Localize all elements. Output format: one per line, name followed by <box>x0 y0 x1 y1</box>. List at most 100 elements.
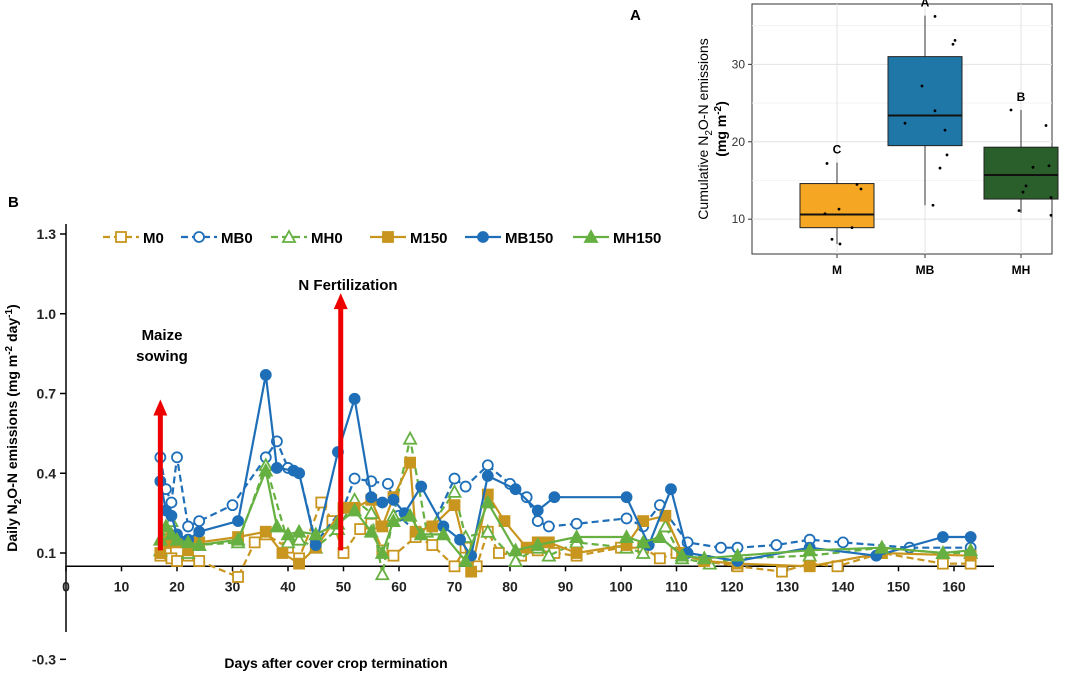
marker-mb0 <box>182 520 195 533</box>
marker-m150 <box>570 547 583 559</box>
marker-mh150 <box>583 229 599 243</box>
marker-mb0 <box>770 539 783 551</box>
boxplot-panel-a: 10 20 30 M MB MH C A B Cumulative N2O-N emissions… <box>695 0 1059 277</box>
y-tick-label: 20 <box>732 135 746 149</box>
marker-mh0 <box>657 518 673 533</box>
arrow-head-nfert <box>333 293 348 310</box>
marker-mh150 <box>347 502 363 517</box>
jitter-point <box>1024 184 1028 188</box>
jitter-point <box>951 42 955 46</box>
x-tick-label: 10 <box>114 578 130 594</box>
marker-mh0 <box>508 553 524 567</box>
marker-m0 <box>337 547 350 559</box>
marker-mh150 <box>291 523 307 538</box>
marker-mh150 <box>269 518 285 533</box>
marker-m150 <box>404 456 417 469</box>
marker-mb0 <box>620 512 633 525</box>
y-tick-label: 0.1 <box>37 545 57 561</box>
marker-m0 <box>232 571 244 583</box>
marker-m150 <box>465 565 478 578</box>
y-tick-label: 0.4 <box>37 465 57 481</box>
x-tick-label: 130 <box>776 578 800 594</box>
marker-m0 <box>354 523 367 535</box>
marker-m0 <box>492 547 505 559</box>
jitter-point <box>933 14 937 18</box>
jitter-point <box>933 109 937 113</box>
x-tick-label: 140 <box>831 578 855 594</box>
annotation-nfert: N Fertilization <box>298 277 397 294</box>
marker-mb0 <box>348 472 361 485</box>
jitter-point <box>931 203 935 207</box>
series-mb150 <box>154 368 977 567</box>
marker-mb0 <box>448 472 461 485</box>
marker-mh150 <box>180 534 196 549</box>
y-tick-label: 1.3 <box>37 226 57 242</box>
y-tick-label: 30 <box>732 57 746 71</box>
marker-mh0 <box>402 430 418 445</box>
jitter-point <box>1021 190 1025 194</box>
jitter-point <box>823 212 827 216</box>
marker-mb150 <box>937 531 949 543</box>
marker-mh150 <box>308 526 324 541</box>
jitter-point <box>838 242 842 246</box>
marker-mb0 <box>715 541 727 554</box>
marker-m0 <box>448 560 461 573</box>
marker-mb150 <box>376 496 389 509</box>
marker-mh0 <box>635 545 651 559</box>
y-tick-label: 1.0 <box>37 306 57 322</box>
marker-mb0 <box>193 515 206 527</box>
marker-mb150 <box>665 483 677 496</box>
series-m150 <box>154 456 977 578</box>
marker-m150 <box>448 499 461 512</box>
marker-mh150 <box>280 526 296 541</box>
marker-mh150 <box>730 547 746 562</box>
series-line-mh0 <box>159 437 971 576</box>
marker-mb0 <box>520 491 533 504</box>
marker-m150 <box>426 520 439 533</box>
marker-mh150 <box>652 529 668 543</box>
annotation-maize-line2: sowing <box>136 348 188 365</box>
jitter-point <box>855 182 859 186</box>
marker-mh150 <box>674 547 690 562</box>
marker-mh150 <box>363 523 379 538</box>
jitter-point <box>1017 209 1021 213</box>
marker-mh150 <box>530 537 546 551</box>
x-tick-label: 150 <box>887 578 911 594</box>
x-tick-label: 50 <box>336 578 352 594</box>
marker-mh150 <box>158 518 174 533</box>
jitter-point <box>1031 165 1035 169</box>
marker-mh0 <box>281 229 297 243</box>
marker-mb150 <box>477 231 489 243</box>
marker-mb150 <box>415 480 428 493</box>
marker-m0 <box>115 231 127 243</box>
marker-mb150 <box>548 491 561 504</box>
marker-mb150 <box>293 467 306 480</box>
marker-m0 <box>937 557 949 570</box>
x-axis-label: Days after cover crop termination <box>224 655 447 671</box>
marker-m150 <box>382 231 394 243</box>
y-axis-label: Daily N2O-N emissions (mg m-2 day-1) <box>4 304 24 551</box>
marker-mb0 <box>226 499 239 512</box>
marker-m0 <box>171 555 183 567</box>
marker-mb150 <box>165 509 178 522</box>
jitter-point <box>850 226 854 230</box>
marker-mh150 <box>191 537 207 551</box>
legend-label-mh0: MH0 <box>311 230 343 247</box>
panel-label-b: B <box>8 194 19 211</box>
marker-m0 <box>776 565 788 578</box>
marker-mb150 <box>270 462 283 474</box>
marker-m0 <box>653 552 666 565</box>
marker-mh150 <box>169 531 185 546</box>
marker-mb0 <box>570 517 583 530</box>
legend-label-mb150: MB150 <box>505 230 553 247</box>
annotation-maize-line1: Maize <box>142 327 183 344</box>
legend-label-mb0: MB0 <box>221 230 253 247</box>
jitter-point <box>953 38 957 42</box>
marker-mb0 <box>837 536 849 549</box>
marker-mb150 <box>348 392 361 405</box>
marker-mb150 <box>509 483 522 496</box>
marker-m0 <box>387 549 400 562</box>
marker-mh150 <box>619 529 635 543</box>
marker-mb150 <box>309 539 322 551</box>
jitter-point <box>1009 108 1013 112</box>
